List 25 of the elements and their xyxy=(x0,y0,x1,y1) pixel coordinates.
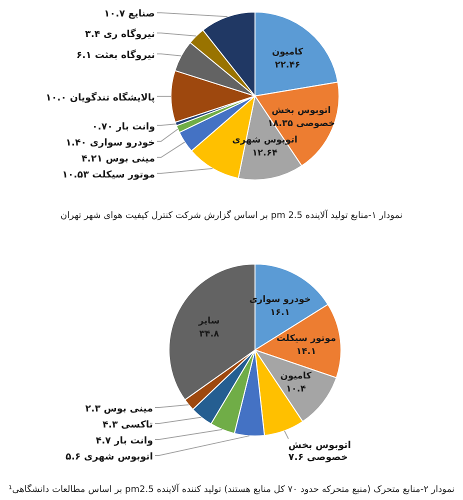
slice-label: خودرو سواری ۱.۴۰ xyxy=(66,137,155,148)
data-label: ۱۴.۱ xyxy=(296,347,316,358)
slice-label: سایر xyxy=(198,316,220,326)
slice-label: مینی بوس ۴.۲۱ xyxy=(81,153,156,164)
slice-label: نیروگاه ری ۳.۴ xyxy=(85,28,155,40)
slice-label: موتور سیکلت ۱۰.۵۳ xyxy=(62,169,156,180)
data-label: ۳۴.۸ xyxy=(199,329,220,340)
slice-label: وانت بار ۰.۷۰ xyxy=(92,121,156,132)
slice-label: اتوبوس بخش خصوصی ۷.۶ xyxy=(288,440,351,463)
text: نمودار ۱-منابع تولید آلاینده pm 2.5 بر اساس گزارش شرکت کنترل کیفیت هوای شهر تهران xyxy=(60,209,402,221)
slice-label: تاکسی ۴.۳ xyxy=(102,420,153,430)
data-label: ۲۲.۴۶ xyxy=(274,60,300,71)
slice-label: نیروگاه بعثت ۶.۱ xyxy=(76,48,155,61)
slice-label: صنایع ۱۰.۷ xyxy=(104,8,155,20)
data-label: ۱۰.۴ xyxy=(286,384,306,394)
slice-label: کامیون xyxy=(272,48,304,58)
slice-label: اتوبوس شهری ۵.۶ xyxy=(66,452,153,462)
slice-label: مینی بوس ۲.۳ xyxy=(85,404,154,414)
slice-label: پالایشگاه تندگویان ۱۰.۰ xyxy=(46,91,155,104)
slice-label: موتور سیکلت xyxy=(276,334,336,344)
slice-label: کامیون xyxy=(280,371,312,382)
slice-label: وانت بار ۴.۷ xyxy=(96,436,154,446)
data-label: ۱۲.۶۴ xyxy=(252,148,278,158)
text: نمودار ۲-منابع متحرک (منبع متحرکه حدود ۷۰ کل منابع هستند) تولید کننده آلاینده pm2.5 بر اساس مطالعات دانشگاهی¹ xyxy=(8,483,454,495)
data-label: ۱۶.۱ xyxy=(270,308,290,318)
